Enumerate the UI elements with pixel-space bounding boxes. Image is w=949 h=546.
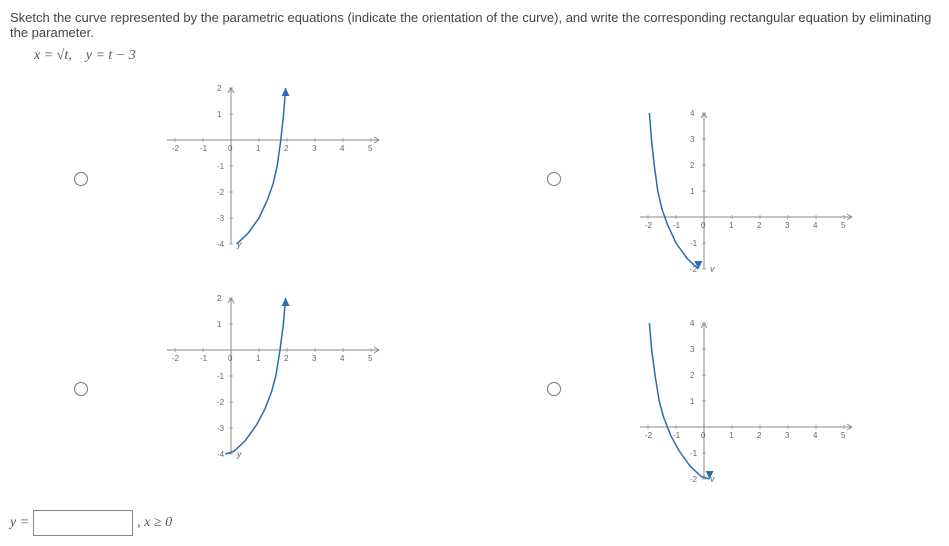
svg-text:-2: -2 (690, 475, 698, 482)
option-A-radio-cell (34, 169, 126, 186)
option-A-graph: -2-112345x0-4-3-2-112y (166, 82, 396, 272)
option-B-graph: -2-112345x0-2-11234y (639, 82, 869, 272)
svg-text:2: 2 (757, 221, 762, 230)
svg-text:3: 3 (690, 345, 695, 354)
option-C-graph: -2-112345x0-4-3-2-112y (166, 292, 396, 482)
svg-text:4: 4 (340, 354, 345, 363)
svg-text:3: 3 (785, 221, 790, 230)
svg-text:1: 1 (729, 431, 734, 440)
svg-text:1: 1 (217, 110, 222, 119)
svg-text:2: 2 (217, 84, 222, 93)
svg-text:5: 5 (841, 221, 846, 230)
svg-text:4: 4 (813, 221, 818, 230)
answer-suffix: , x ≥ 0 (137, 515, 172, 531)
svg-text:4: 4 (690, 319, 695, 328)
svg-text:-1: -1 (690, 239, 698, 248)
svg-text:-3: -3 (217, 424, 225, 433)
svg-text:-1: -1 (217, 162, 225, 171)
svg-text:3: 3 (312, 144, 317, 153)
svg-text:2: 2 (217, 294, 222, 303)
option-C-radio[interactable] (74, 382, 88, 396)
svg-text:0: 0 (228, 144, 233, 153)
svg-text:1: 1 (729, 221, 734, 230)
svg-text:-2: -2 (690, 265, 698, 272)
svg-text:2: 2 (284, 144, 289, 153)
svg-text:-4: -4 (217, 450, 225, 459)
svg-text:2: 2 (757, 431, 762, 440)
svg-text:0: 0 (701, 431, 706, 440)
option-B-radio[interactable] (547, 172, 561, 186)
svg-text:y: y (709, 264, 715, 272)
svg-text:3: 3 (312, 354, 317, 363)
svg-text:1: 1 (690, 187, 695, 196)
svg-text:-1: -1 (690, 449, 698, 458)
svg-text:4: 4 (690, 109, 695, 118)
given-equations: x = √t, y = t − 3 (34, 48, 939, 64)
svg-text:-2: -2 (172, 144, 180, 153)
svg-text:-1: -1 (673, 431, 681, 440)
svg-text:4: 4 (813, 431, 818, 440)
svg-text:5: 5 (368, 354, 373, 363)
svg-text:4: 4 (340, 144, 345, 153)
svg-text:-2: -2 (217, 188, 225, 197)
svg-text:y: y (236, 449, 242, 459)
answer-input[interactable] (33, 510, 133, 536)
svg-text:1: 1 (217, 320, 222, 329)
svg-text:0: 0 (228, 354, 233, 363)
svg-text:-1: -1 (200, 144, 208, 153)
svg-text:0: 0 (701, 221, 706, 230)
svg-text:-1: -1 (673, 221, 681, 230)
svg-text:2: 2 (284, 354, 289, 363)
svg-text:-3: -3 (217, 214, 225, 223)
answer-row: y = , x ≥ 0 (10, 510, 939, 536)
svg-text:5: 5 (368, 144, 373, 153)
question-text: Sketch the curve represented by the para… (10, 10, 939, 40)
option-B-radio-cell (507, 169, 599, 186)
option-D-radio-cell (507, 379, 599, 396)
svg-text:5: 5 (841, 431, 846, 440)
svg-text:-2: -2 (645, 221, 653, 230)
svg-text:3: 3 (690, 135, 695, 144)
answer-prefix: y = (10, 515, 29, 531)
option-D-graph: -2-112345x0-2-11234y (639, 292, 869, 482)
svg-text:-2: -2 (217, 398, 225, 407)
svg-text:3: 3 (785, 431, 790, 440)
svg-text:-1: -1 (217, 372, 225, 381)
svg-text:-4: -4 (217, 240, 225, 249)
options-grid: -2-112345x0-4-3-2-112y -2-112345x0-2-112… (34, 82, 939, 482)
svg-text:1: 1 (256, 354, 261, 363)
option-C-radio-cell (34, 379, 126, 396)
svg-text:-1: -1 (200, 354, 208, 363)
svg-text:-2: -2 (645, 431, 653, 440)
svg-text:1: 1 (690, 397, 695, 406)
option-A-radio[interactable] (74, 172, 88, 186)
svg-text:-2: -2 (172, 354, 180, 363)
option-D-radio[interactable] (547, 382, 561, 396)
svg-text:2: 2 (690, 371, 695, 380)
svg-text:1: 1 (256, 144, 261, 153)
svg-text:2: 2 (690, 161, 695, 170)
